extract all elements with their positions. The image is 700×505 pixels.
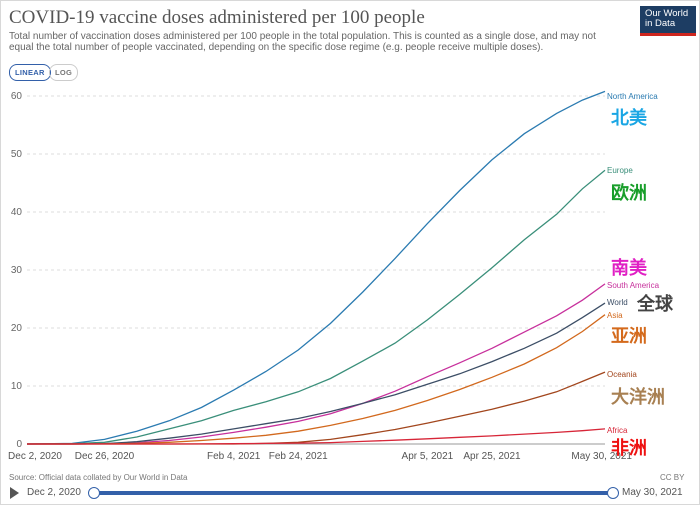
series-label: Oceania <box>607 370 637 379</box>
x-tick-label: Apr 25, 2021 <box>463 451 521 462</box>
series-annotation: 大洋洲 <box>611 386 665 408</box>
timeline-end-handle[interactable] <box>607 487 619 499</box>
series-label: Asia <box>607 311 623 320</box>
series-annotation: 亚洲 <box>611 326 647 347</box>
x-tick-label: Apr 5, 2021 <box>402 451 454 462</box>
x-tick-label: Dec 2, 2020 <box>8 451 62 462</box>
timeline-track[interactable] <box>94 491 614 495</box>
y-tick-label: 30 <box>11 265 23 276</box>
series-label: Europe <box>607 166 633 175</box>
y-tick-label: 10 <box>11 381 23 392</box>
license-label[interactable]: CC BY <box>660 473 685 482</box>
source-note: Source: Official data collated by Our Wo… <box>9 473 188 482</box>
chart-subtitle: Total number of vaccination doses admini… <box>9 31 596 53</box>
x-tick-label: Dec 26, 2020 <box>75 451 135 462</box>
play-icon[interactable] <box>10 487 19 499</box>
logo-line-2: in Data <box>645 18 676 29</box>
series-label: World <box>607 298 628 307</box>
series-annotation: 非洲 <box>611 437 647 459</box>
log-scale-button[interactable]: LOG <box>49 64 79 81</box>
timeline-end-label: May 30, 2021 <box>622 487 683 498</box>
series-line-world[interactable] <box>27 302 606 445</box>
owid-logo[interactable]: Our World in Data <box>640 6 696 36</box>
x-tick-label: May 30, 2021 <box>571 451 632 462</box>
series-annotation: 南美 <box>611 257 647 279</box>
y-tick-label: 40 <box>11 207 23 218</box>
series-line-oceania[interactable] <box>27 371 606 445</box>
x-tick-label: Feb 4, 2021 <box>207 451 261 462</box>
series-label: North America <box>607 92 658 101</box>
x-tick-label: Feb 24, 2021 <box>269 451 328 462</box>
y-tick-label: 0 <box>16 439 22 450</box>
series-line-africa[interactable] <box>27 428 606 445</box>
chart-title: COVID-19 vaccine doses administered per … <box>9 7 425 28</box>
timeline-start-handle[interactable] <box>88 487 100 499</box>
series-label: Africa <box>607 426 628 435</box>
timeline-start-label: Dec 2, 2020 <box>27 487 81 498</box>
linear-scale-button[interactable]: LINEAR <box>9 64 51 81</box>
logo-line-1: Our World <box>645 8 689 19</box>
y-tick-label: 50 <box>11 149 23 160</box>
series-annotation: 全球 <box>636 293 674 315</box>
series-line-north-america[interactable] <box>26 90 606 445</box>
series-label: South America <box>607 281 660 290</box>
y-tick-label: 20 <box>11 323 23 334</box>
series-annotation: 北美 <box>611 107 647 129</box>
series-annotation: 欧洲 <box>611 182 647 204</box>
y-tick-label: 60 <box>11 91 23 102</box>
series-line-asia[interactable] <box>27 314 606 445</box>
series-line-south-america[interactable] <box>27 283 606 445</box>
series-line-europe[interactable] <box>26 169 606 445</box>
